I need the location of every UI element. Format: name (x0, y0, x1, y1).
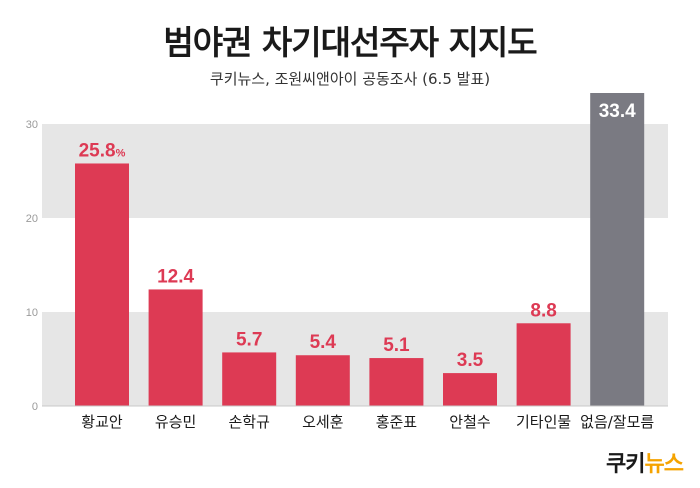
value-label: 25.8% (79, 140, 126, 161)
value-label: 5.1 (383, 335, 410, 356)
category-label: 오세훈 (302, 413, 343, 431)
bar (369, 358, 424, 406)
bar (222, 352, 277, 406)
category-label: 없음/잘모름 (580, 413, 654, 431)
value-label: 12.4 (157, 266, 194, 287)
bar (295, 355, 350, 406)
y-tick-label: 20 (26, 213, 38, 225)
logo-part-1: 쿠키 (606, 452, 645, 477)
chart-title: 범야권 차기대선주자 지지도 (163, 23, 537, 62)
value-label: 5.7 (236, 329, 262, 350)
y-tick-label: 0 (32, 401, 38, 413)
bar (75, 163, 129, 406)
category-label: 안철수 (449, 413, 490, 431)
grid-band (42, 312, 668, 406)
category-label: 황교안 (81, 413, 123, 431)
logo-part-2: 뉴스 (644, 452, 683, 477)
y-tick-label: 10 (26, 307, 38, 319)
bar (516, 323, 571, 406)
bar (148, 289, 203, 406)
value-label: 8.8 (530, 300, 556, 321)
bar (590, 93, 645, 406)
value-label: 3.5 (457, 350, 484, 371)
y-tick-label: 30 (26, 119, 38, 131)
grid-band (42, 124, 668, 218)
category-label: 기타인물 (516, 413, 571, 431)
category-label: 유승민 (155, 413, 196, 431)
category-label: 손학규 (228, 413, 269, 431)
category-label: 홍준표 (376, 413, 418, 431)
value-label: 33.4 (599, 101, 636, 122)
kuki-news-logo: 쿠키뉴스 (606, 446, 684, 478)
value-label: 5.4 (310, 332, 337, 353)
chart-subtitle: 쿠키뉴스, 조원씨앤아이 공동조사 (6.5 발표) (209, 70, 491, 88)
value-unit: % (116, 147, 126, 159)
bar (443, 373, 497, 406)
